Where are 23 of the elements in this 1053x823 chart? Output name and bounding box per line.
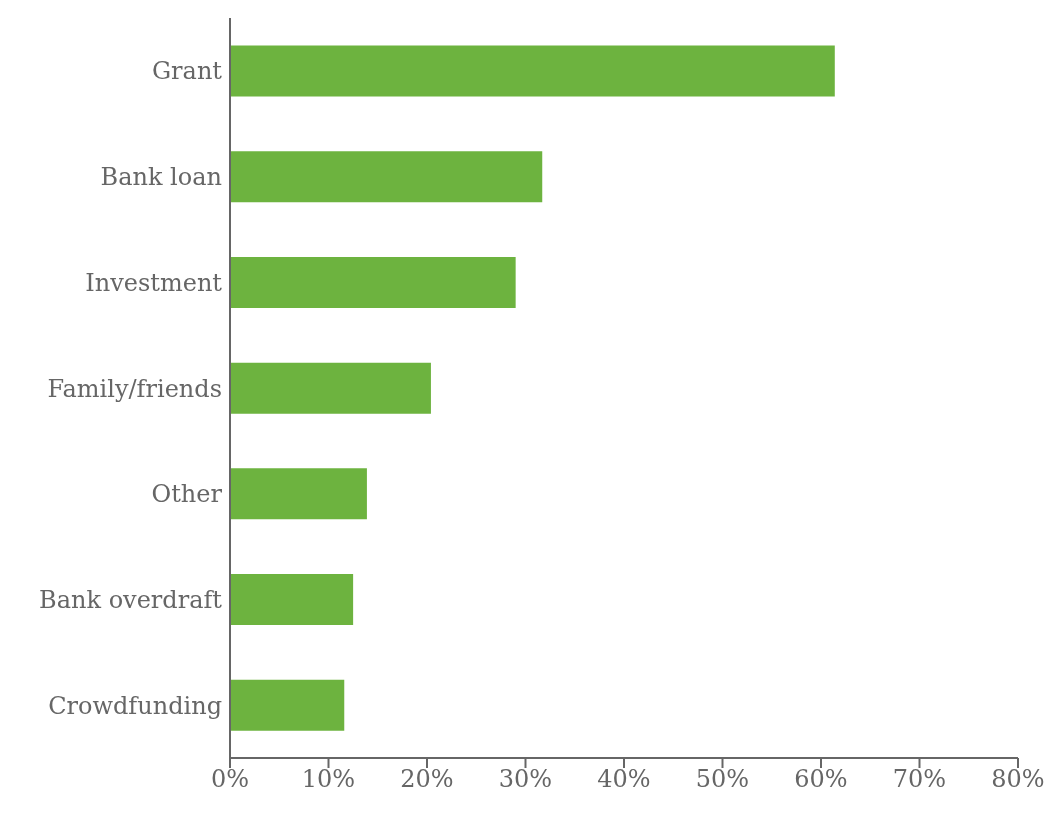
y-tick-label: Grant <box>151 57 223 86</box>
bar <box>230 679 345 731</box>
bar <box>230 362 431 414</box>
y-tick-label: Investment <box>85 268 223 297</box>
x-tick-label: 40% <box>597 765 651 794</box>
x-tick-label: 70% <box>892 765 947 794</box>
x-tick-label: 60% <box>794 765 848 794</box>
x-tick-label: 0% <box>210 765 250 794</box>
bar <box>230 468 367 520</box>
y-tick-label: Bank overdraft <box>39 585 223 614</box>
y-tick-label: Family/friends <box>47 374 222 403</box>
y-tick-label: Crowdfunding <box>48 691 222 720</box>
bar <box>230 574 354 626</box>
x-tick-label: 80% <box>991 765 1045 794</box>
x-tick-label: 10% <box>301 765 356 794</box>
x-tick-label: 30% <box>498 765 553 794</box>
bar <box>230 256 516 308</box>
bar <box>230 151 543 203</box>
y-tick-label: Other <box>151 480 223 509</box>
bar <box>230 45 835 97</box>
x-tick-label: 20% <box>400 765 454 794</box>
y-tick-label: Bank loan <box>100 163 222 192</box>
x-tick-label: 50% <box>695 765 750 794</box>
